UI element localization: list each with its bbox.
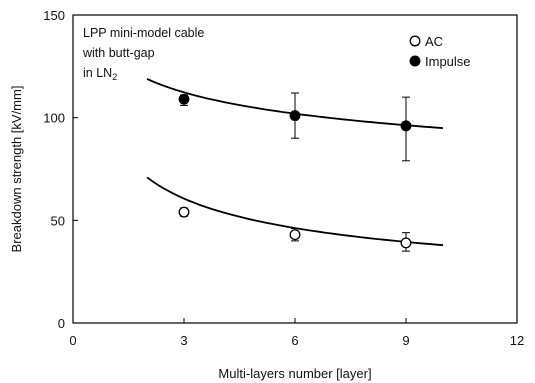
x-axis-title: Multi-layers number [layer] xyxy=(218,366,371,381)
legend: AC Impulse xyxy=(409,34,471,69)
annotation-ln: in LN xyxy=(83,66,112,80)
annotation-subscript: 2 xyxy=(112,72,117,82)
x-tick-label: 3 xyxy=(180,333,187,348)
x-tick-label: 9 xyxy=(402,333,409,348)
annotation-line-1: LPP mini-model cable xyxy=(83,26,204,40)
ac-data-point xyxy=(289,229,301,241)
y-axis-title: Breakdown strength [kV/mm] xyxy=(9,86,24,253)
impulse-data-point xyxy=(178,93,190,105)
y-tick-label: 150 xyxy=(43,8,65,23)
ac-data-point xyxy=(178,206,190,218)
annotation-line-3: in LN2 xyxy=(83,66,117,82)
x-tick-label: 12 xyxy=(510,333,524,348)
annotation: LPP mini-model cable with butt-gap in LN… xyxy=(82,26,204,82)
legend-ac-marker xyxy=(409,35,421,47)
x-tick-label: 0 xyxy=(69,333,76,348)
y-tick-label: 100 xyxy=(43,111,65,126)
ac-data-point xyxy=(400,237,412,249)
x-tick-label: 6 xyxy=(291,333,298,348)
legend-impulse-label: Impulse xyxy=(425,54,471,69)
data-points xyxy=(178,93,412,249)
legend-impulse-marker xyxy=(409,55,421,67)
y-tick-label: 0 xyxy=(58,316,65,331)
y-tick-label: 50 xyxy=(51,213,65,228)
impulse-data-point xyxy=(289,110,301,122)
impulse-data-point xyxy=(400,120,412,132)
legend-ac-label: AC xyxy=(425,34,443,49)
annotation-line-2: with butt-gap xyxy=(82,46,155,60)
axis-ticks: 0 3 6 9 12 0 50 100 150 xyxy=(43,8,524,348)
